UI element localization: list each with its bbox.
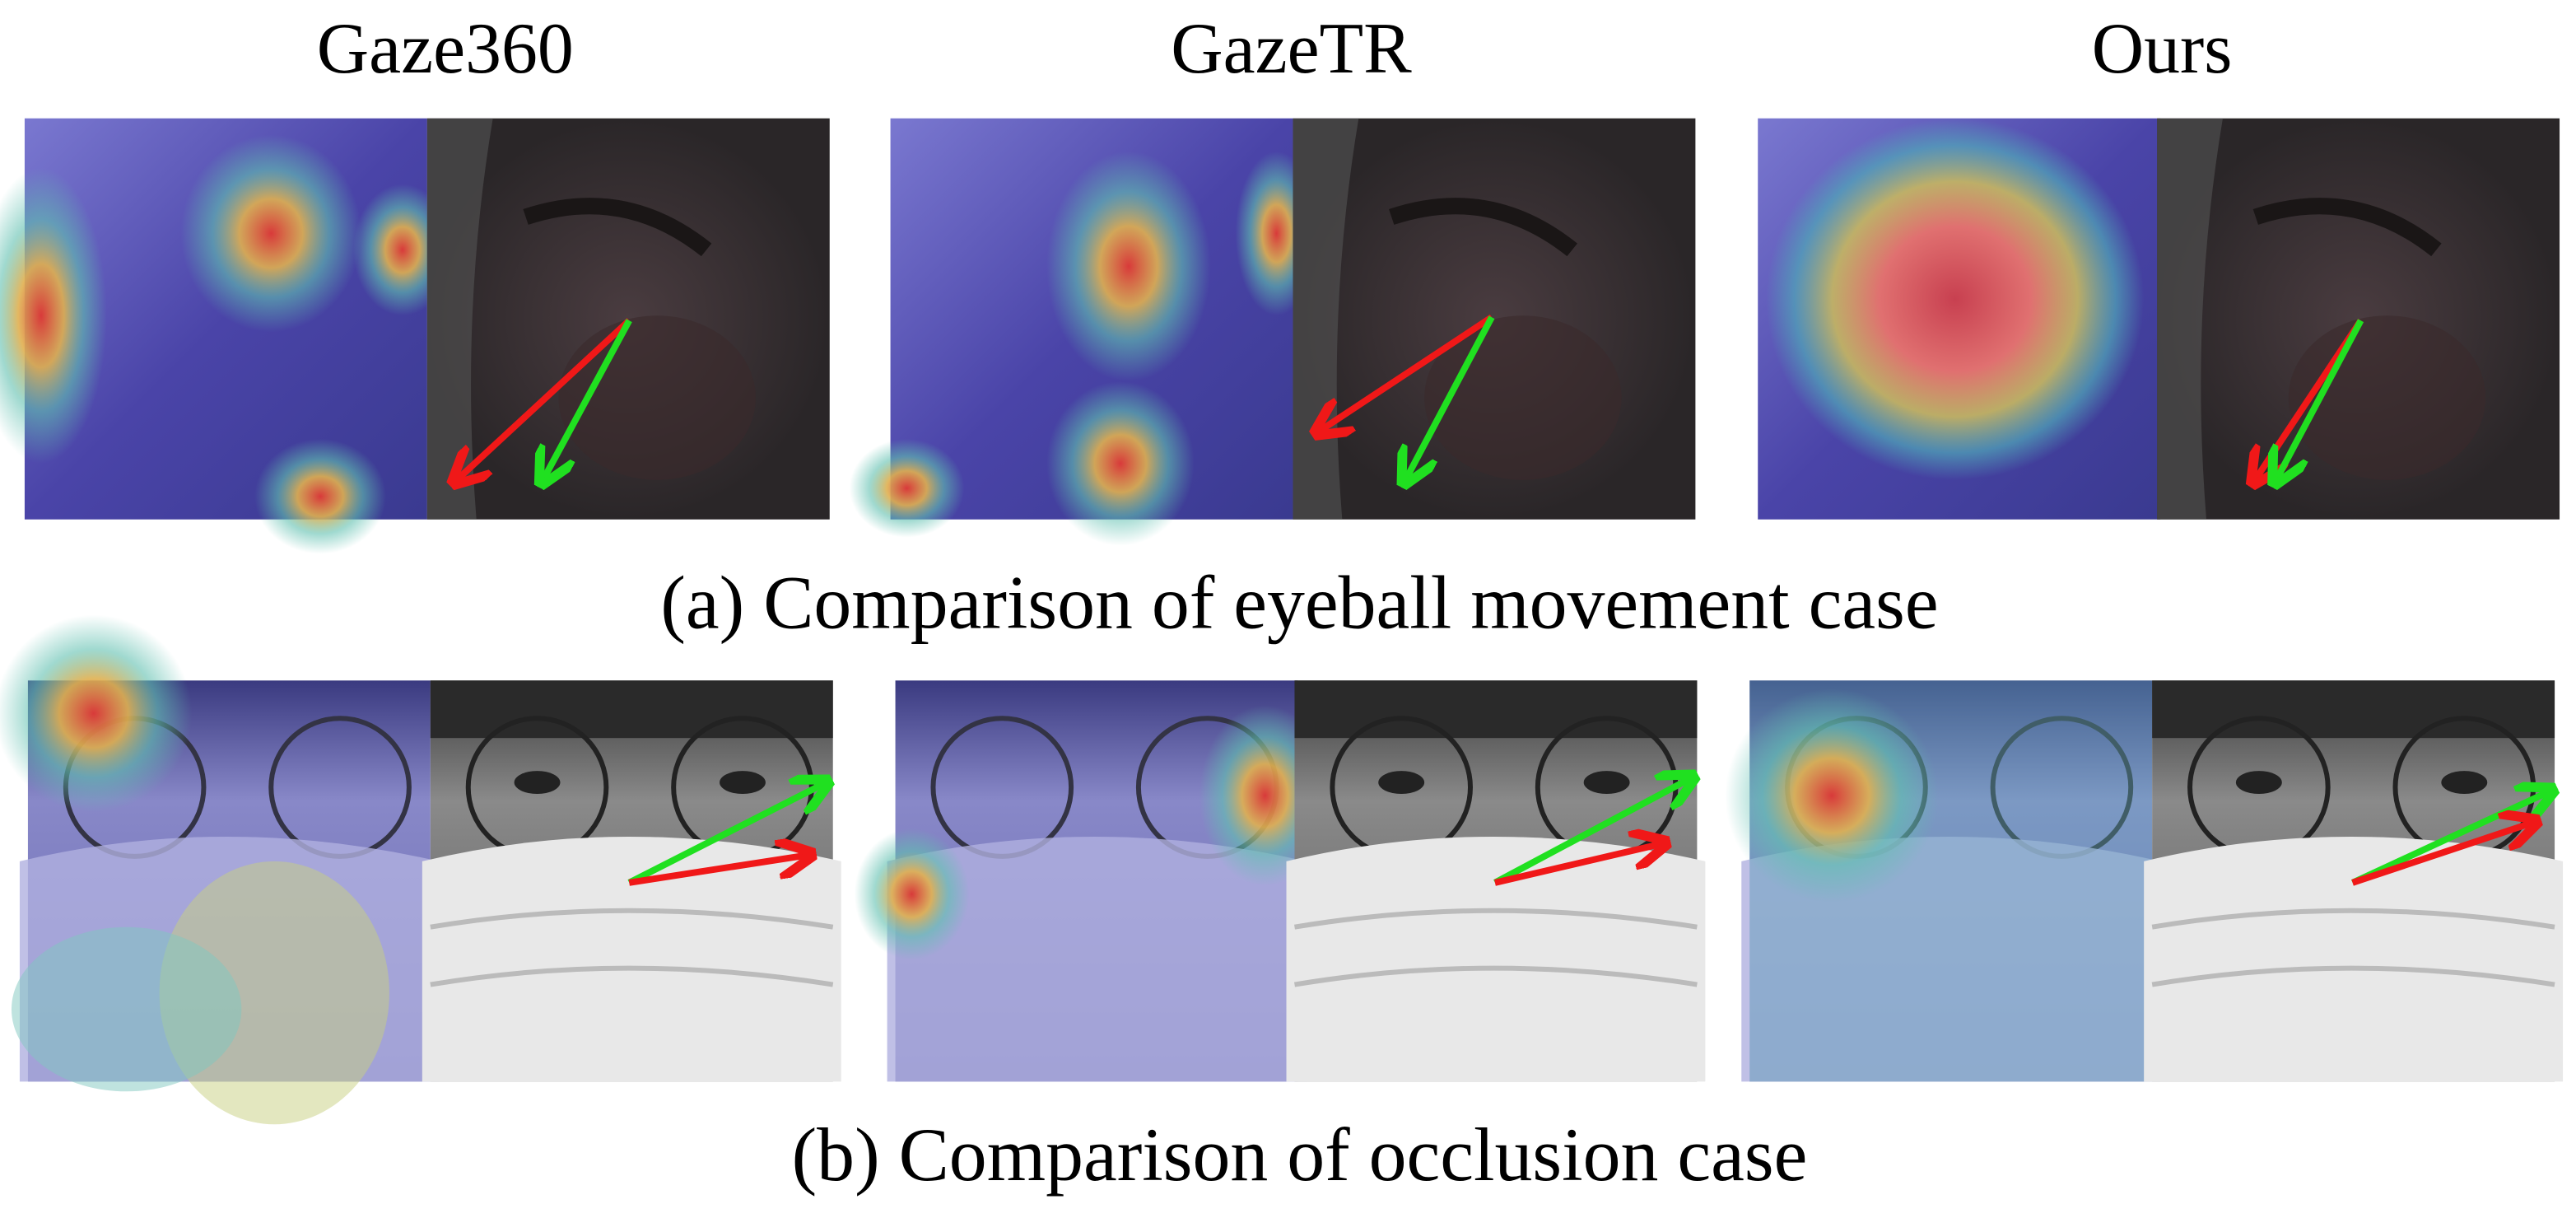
heatmap	[854, 680, 1331, 1081]
heatmap	[849, 118, 1318, 546]
predicted-arrow	[1317, 314, 1494, 432]
predicted-arrow	[2351, 822, 2536, 886]
caption: (b) Comparison of occlusion case	[792, 1113, 1808, 1197]
column-title: Ours	[2092, 8, 2233, 88]
ground-truth-arrow	[2350, 791, 2551, 886]
ground-truth-arrow	[1404, 315, 1495, 482]
face-image	[427, 119, 830, 520]
column-title: GazeTR	[1171, 8, 1412, 88]
caption: (a) Comparison of eyeball movement case	[660, 560, 1938, 644]
predicted-arrow	[1494, 843, 1665, 886]
heatmap	[1758, 118, 2161, 520]
face-image	[2157, 119, 2560, 520]
heatmap	[0, 118, 452, 554]
ground-truth-arrow	[627, 782, 826, 886]
predicted-arrow	[628, 855, 810, 886]
ground-truth-arrow	[2276, 319, 2364, 482]
heatmap	[1725, 680, 2160, 1081]
ground-truth-arrow	[1493, 777, 1692, 886]
column-title: Gaze360	[317, 8, 574, 88]
gaze-arrows	[627, 777, 2551, 886]
ground-truth-arrow	[543, 319, 632, 482]
heatmap	[0, 614, 439, 1125]
predicted-arrow	[455, 318, 631, 482]
gaze-arrows	[455, 314, 2364, 482]
